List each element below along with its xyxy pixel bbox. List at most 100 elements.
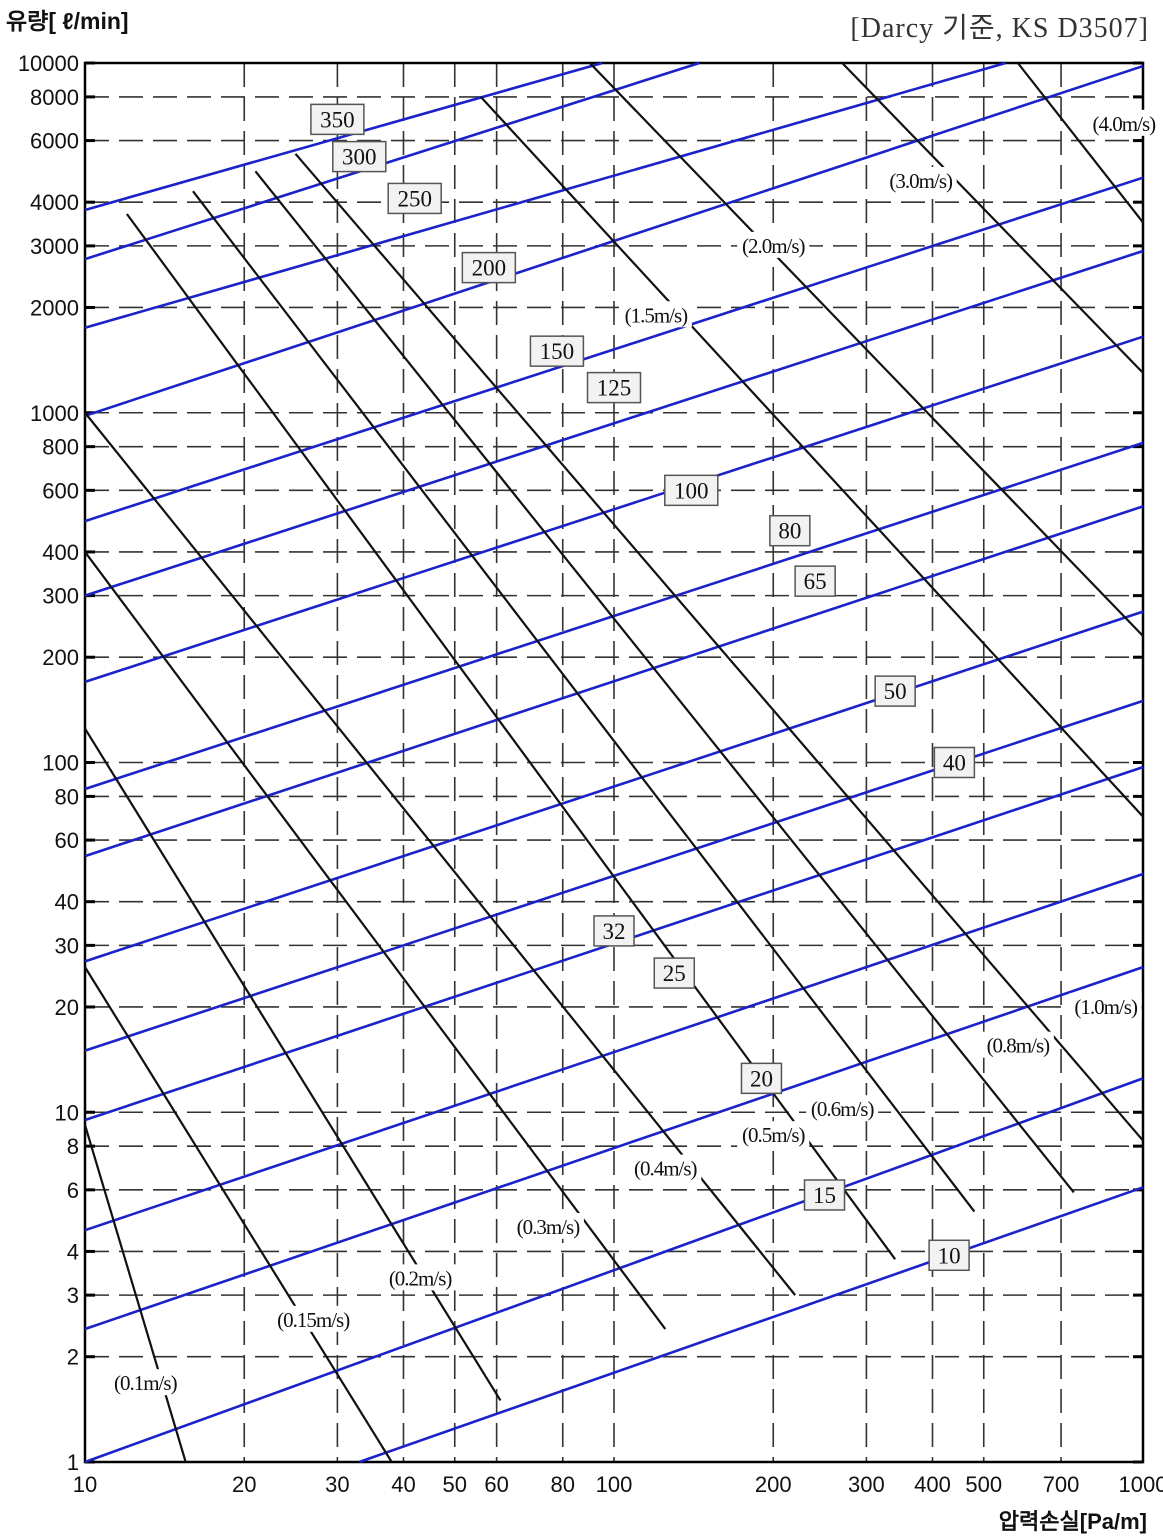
- pipe-size-label-box: [740, 1062, 783, 1095]
- plot-border: [83, 61, 1145, 1464]
- y-tick-label: 6: [67, 1178, 79, 1203]
- pipe-size-label: 32: [603, 919, 626, 944]
- plot-frame: [83, 61, 1145, 1464]
- pipe-size-label: 100: [674, 478, 709, 503]
- x-tick-label: 10: [73, 1472, 97, 1497]
- y-tick-label: 1: [67, 1450, 79, 1475]
- velocity-line: [254, 170, 1075, 1194]
- x-tick-label: 40: [391, 1472, 415, 1497]
- velocity-lines: [83, 62, 1144, 1463]
- pipe-size-label-box: [332, 140, 387, 173]
- x-tick-label: 100: [596, 1472, 633, 1497]
- y-tick-label: 60: [55, 828, 79, 853]
- velocity-label: (0.4m/s): [634, 1157, 698, 1181]
- x-tick-label: 200: [755, 1472, 792, 1497]
- velocity-label: (0.2m/s): [389, 1266, 453, 1290]
- pipe-size-label-box: [803, 1179, 846, 1211]
- pipe-size-label-box: [310, 103, 365, 136]
- velocity-line: [84, 412, 796, 1296]
- y-tick-label: 4: [67, 1239, 79, 1264]
- pipe-size-label: 250: [397, 186, 432, 211]
- pipe-size-label-box: [529, 335, 585, 367]
- velocity-line: [84, 966, 393, 1463]
- x-tick-label: 50: [443, 1472, 467, 1497]
- velocity-line: [479, 96, 1144, 818]
- x-tick-label: 20: [232, 1472, 256, 1497]
- y-tick-label: 100: [42, 751, 79, 776]
- pipe-size-label-box: [933, 746, 976, 779]
- velocity-label: (3.0m/s): [889, 169, 953, 193]
- grid-layer: [85, 63, 1143, 1462]
- velocity-label: (1.0m/s): [1074, 995, 1138, 1019]
- pipe-size-label: 80: [778, 519, 801, 544]
- pipe-size-line: [84, 505, 1144, 858]
- pipe-size-label: 200: [472, 256, 507, 281]
- pipe-size-label: 15: [813, 1183, 836, 1208]
- velocity-line: [294, 153, 1144, 1142]
- velocity-label: (0.3m/s): [517, 1215, 581, 1239]
- pipe-size-line: [358, 1186, 1144, 1464]
- pipe-size-label: 300: [342, 145, 377, 170]
- pipe-size-label-box: [769, 514, 811, 547]
- velocity-label-bg: [884, 166, 957, 193]
- velocity-label-bg: [806, 1095, 879, 1122]
- pipe-size-line: [84, 61, 603, 212]
- pipe-size-label: 125: [597, 376, 632, 401]
- y-tick-label: 2: [67, 1345, 79, 1370]
- pipe-size-line: [84, 872, 1144, 1232]
- pipe-size-line: [84, 61, 1007, 329]
- y-tick-label: 1000: [30, 401, 79, 426]
- pipe-size-label: 350: [320, 107, 355, 132]
- x-axis-title: 압력손실[Pa/m]: [998, 1509, 1147, 1534]
- velocity-label: (4.0m/s): [1093, 112, 1157, 136]
- velocity-line: [84, 551, 667, 1330]
- y-tick-label: 10: [55, 1100, 79, 1125]
- pipe-size-line: [84, 441, 1144, 791]
- y-tick-label: 4000: [30, 190, 79, 215]
- pipe-size-label-box: [928, 1239, 970, 1272]
- velocity-label-bg: [1087, 109, 1160, 136]
- velocity-label-bg: [1069, 992, 1142, 1019]
- y-axis-title: 유량[ ℓ/min]: [6, 8, 129, 34]
- velocity-label-bg: [109, 1369, 182, 1396]
- velocity-label-bg: [272, 1305, 354, 1332]
- velocity-label: (0.15m/s): [277, 1308, 350, 1332]
- y-tick-label: 3000: [30, 234, 79, 259]
- pipe-size-label-box: [586, 371, 642, 404]
- pipe-size-label: 150: [540, 339, 575, 364]
- pipe-size-line: [84, 176, 1144, 523]
- velocity-line: [589, 62, 1144, 637]
- velocity-label-bg: [384, 1264, 457, 1291]
- pipe-size-line: [84, 965, 1144, 1331]
- y-tick-label: 300: [42, 584, 79, 609]
- pipe-size-label-box: [653, 957, 696, 989]
- velocity-label: (0.8m/s): [987, 1034, 1051, 1058]
- x-tick-label: 700: [1043, 1472, 1080, 1497]
- y-tick-label: 800: [42, 435, 79, 460]
- standard-note: [Darcy 기준, KS D3507]: [850, 13, 1149, 44]
- pipe-size-label-box: [874, 675, 916, 707]
- velocity-label-bg: [737, 231, 810, 258]
- y-tick-label: 8000: [30, 85, 79, 110]
- pipe-size-label: 50: [884, 679, 907, 704]
- pipe-size-label-box: [794, 565, 836, 597]
- pipe-size-line: [84, 61, 700, 261]
- pipe-size-label-box: [593, 915, 635, 947]
- pipe-size-label: 10: [938, 1243, 961, 1268]
- y-tick-label: 10000: [18, 51, 79, 76]
- velocity-label-bg: [737, 1121, 810, 1148]
- y-tick-label: 40: [55, 890, 79, 915]
- velocity-label: (0.1m/s): [114, 1371, 178, 1395]
- y-tick-label: 20: [55, 995, 79, 1020]
- x-tick-label: 300: [848, 1472, 885, 1497]
- pipe-size-label: 40: [943, 751, 966, 776]
- x-tick-label: 400: [914, 1472, 951, 1497]
- velocity-label: (0.6m/s): [811, 1097, 875, 1121]
- y-tick-label: 200: [42, 645, 79, 670]
- pipe-size-line: [84, 610, 1144, 963]
- y-tick-label: 6000: [30, 129, 79, 154]
- velocity-line: [192, 190, 976, 1213]
- x-tick-label: 60: [484, 1472, 508, 1497]
- y-tick-label: 2000: [30, 295, 79, 320]
